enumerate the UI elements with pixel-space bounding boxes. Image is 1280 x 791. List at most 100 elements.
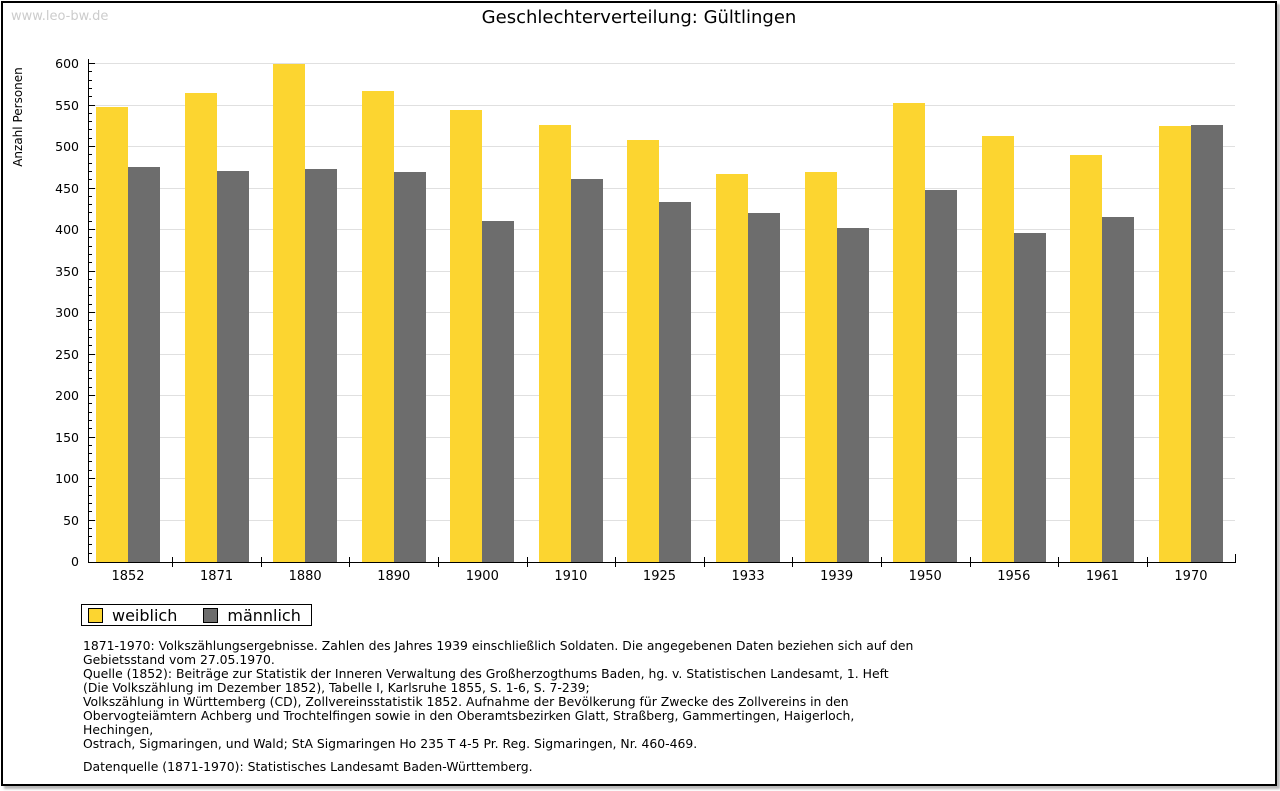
datasource-line: Datenquelle (1871-1970): Statistisches L… (83, 759, 533, 774)
x-label-1939: 1939 (820, 569, 854, 584)
y-tick-430 (88, 204, 92, 206)
y-tick-label-300: 300 (55, 305, 79, 320)
category-boundary-tick (1146, 557, 1148, 567)
y-tick-280 (88, 328, 92, 330)
footer-line: 1871-1970: Volkszählungsergebnisse. Zahl… (83, 638, 914, 653)
y-tick-230 (88, 370, 92, 372)
bar-weiblich-1956 (981, 136, 1014, 562)
gridline-450 (88, 187, 1235, 189)
y-axis-label: Anzahl Personen (11, 67, 25, 167)
bar-weiblich-1950 (893, 103, 926, 562)
bar-männlich-1871 (216, 171, 249, 562)
legend-swatch-maennlich (203, 607, 219, 623)
y-tick-290 (88, 320, 92, 322)
legend-label-weiblich: weiblich (112, 605, 178, 625)
bar-männlich-1925 (659, 201, 692, 562)
footer-line: Gebietsstand vom 27.05.1970. (83, 652, 275, 667)
y-tick-180 (88, 411, 92, 413)
y-tick-590 (88, 71, 92, 73)
y-tick-210 (88, 386, 92, 388)
bar-männlich-1950 (925, 190, 958, 562)
y-tick-200 (88, 395, 95, 396)
y-tick-240 (88, 361, 92, 363)
category-boundary-tick (349, 557, 351, 567)
y-tick-label-450: 450 (55, 180, 79, 196)
footer-line: Volkszählung in Württemberg (CD), Zollve… (83, 694, 849, 709)
y-tick-510 (88, 137, 92, 139)
bar-männlich-1910 (570, 179, 603, 562)
y-tick-130 (88, 453, 92, 455)
gridline-500 (88, 146, 1235, 147)
x-label-1852: 1852 (111, 569, 145, 584)
y-tick-label-200: 200 (55, 388, 79, 403)
bar-männlich-1956 (1013, 232, 1046, 562)
y-tick-label-50: 50 (63, 512, 79, 528)
bar-männlich-1933 (748, 212, 781, 562)
y-tick-110 (88, 469, 92, 471)
x-label-1933: 1933 (731, 569, 765, 584)
y-tick-410 (88, 220, 92, 222)
category-boundary-tick (172, 557, 174, 567)
bar-weiblich-1900 (450, 109, 483, 562)
y-tick-360 (88, 262, 92, 264)
y-tick-100 (88, 478, 95, 479)
y-tick-label-400: 400 (55, 222, 79, 237)
bar-weiblich-1939 (804, 171, 837, 562)
x-label-1970: 1970 (1174, 569, 1208, 584)
y-tick-340 (88, 278, 92, 280)
y-tick-50 (88, 519, 95, 521)
y-tick-530 (88, 121, 92, 123)
y-tick-560 (88, 96, 92, 98)
y-tick-600 (88, 63, 95, 64)
y-tick-330 (88, 287, 92, 289)
y-tick-420 (88, 212, 92, 214)
x-label-1956: 1956 (997, 569, 1031, 584)
bar-weiblich-1961 (1070, 155, 1103, 562)
y-tick-390 (88, 237, 92, 239)
y-tick-label-250: 250 (55, 346, 79, 362)
footer-line: Quelle (1852): Beiträge zur Statistik de… (83, 666, 889, 681)
bar-männlich-1880 (305, 169, 338, 562)
bar-chart-plot-area (88, 63, 1235, 562)
chart-legend: weiblich männlich (81, 604, 312, 626)
y-tick-570 (88, 87, 92, 89)
y-tick-label-500: 500 (55, 139, 79, 154)
y-tick-80 (88, 494, 92, 496)
category-boundary-tick (438, 557, 440, 567)
y-tick-190 (88, 403, 92, 405)
y-tick-520 (88, 129, 92, 131)
gridline-550 (88, 104, 1235, 106)
y-tick-350 (88, 270, 95, 272)
y-tick-170 (88, 419, 92, 421)
bar-weiblich-1970 (1158, 126, 1191, 562)
bar-männlich-1939 (836, 227, 869, 562)
y-tick-470 (88, 170, 92, 172)
y-tick-260 (88, 345, 92, 347)
footer-line: Ostrach, Sigmaringen, und Wald; StA Sigm… (83, 736, 698, 751)
y-axis-line (88, 59, 89, 563)
legend-swatch-weiblich (88, 607, 103, 623)
legend-item-weiblich: weiblich (88, 606, 177, 625)
y-tick-550 (88, 104, 95, 106)
bar-weiblich-1890 (361, 90, 394, 562)
x-label-1950: 1950 (908, 569, 942, 584)
bar-weiblich-1925 (627, 140, 660, 562)
bar-männlich-1890 (393, 171, 426, 562)
bar-männlich-1852 (128, 166, 160, 562)
y-tick-150 (88, 436, 95, 438)
y-tick-120 (88, 461, 92, 463)
category-boundary-tick (792, 557, 794, 567)
bar-männlich-1961 (1102, 216, 1135, 562)
y-tick-500 (88, 146, 95, 147)
y-tick-370 (88, 253, 92, 255)
legend-item-maennlich: männlich (203, 606, 301, 625)
category-boundary-tick (260, 557, 262, 567)
y-tick-label-350: 350 (55, 263, 79, 279)
watermark: www.leo-bw.de (11, 9, 109, 24)
y-tick-label-0: 0 (71, 554, 79, 569)
y-tick-90 (88, 486, 92, 488)
bar-weiblich-1933 (716, 174, 749, 562)
y-tick-460 (88, 179, 92, 181)
